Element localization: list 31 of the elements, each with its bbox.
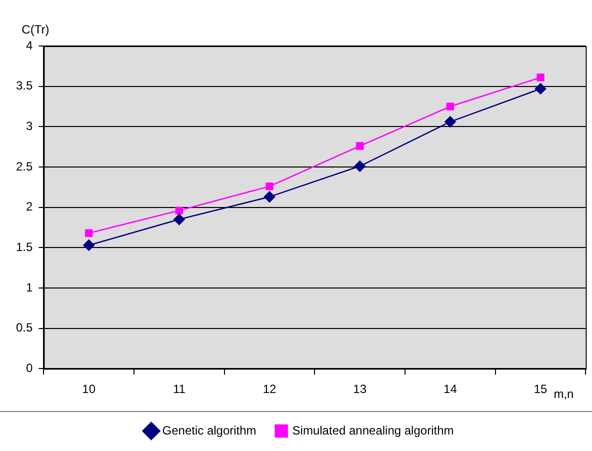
point (446, 102, 454, 110)
y-tick-label: 3 (26, 118, 33, 133)
y-axis-title: C(Tr) (22, 22, 50, 36)
x-tick-label: 12 (262, 382, 277, 396)
y-tick-label: 1.5 (16, 240, 33, 254)
x-tick-label: 15 (534, 382, 548, 396)
point (83, 240, 94, 251)
y-tick-label: 0 (26, 360, 33, 375)
point (175, 206, 184, 214)
point (356, 142, 364, 150)
x-tick-label: 13 (353, 382, 367, 396)
legend-label: Genetic algorithm (162, 423, 256, 438)
x-tick-label: 10 (82, 382, 96, 396)
point (266, 182, 274, 190)
point (174, 214, 185, 226)
point (354, 160, 366, 172)
point (536, 74, 544, 82)
point (444, 116, 456, 128)
legend-label: Simulated annealing algorithm (292, 423, 454, 438)
y-tick-label: 3.5 (16, 78, 33, 93)
y-tick-label: 1 (26, 280, 33, 294)
x-axis-title: m,n (554, 386, 574, 401)
point (534, 83, 546, 94)
y-tick-label: 4 (26, 38, 33, 52)
point (264, 191, 276, 202)
x-tick-label: 14 (444, 382, 458, 396)
y-tick-label: 2 (26, 200, 33, 214)
y-tick-label: 0.5 (16, 320, 33, 335)
x-tick-label: 11 (172, 382, 186, 396)
y-tick-label: 2.5 (16, 159, 33, 174)
point (85, 229, 93, 237)
